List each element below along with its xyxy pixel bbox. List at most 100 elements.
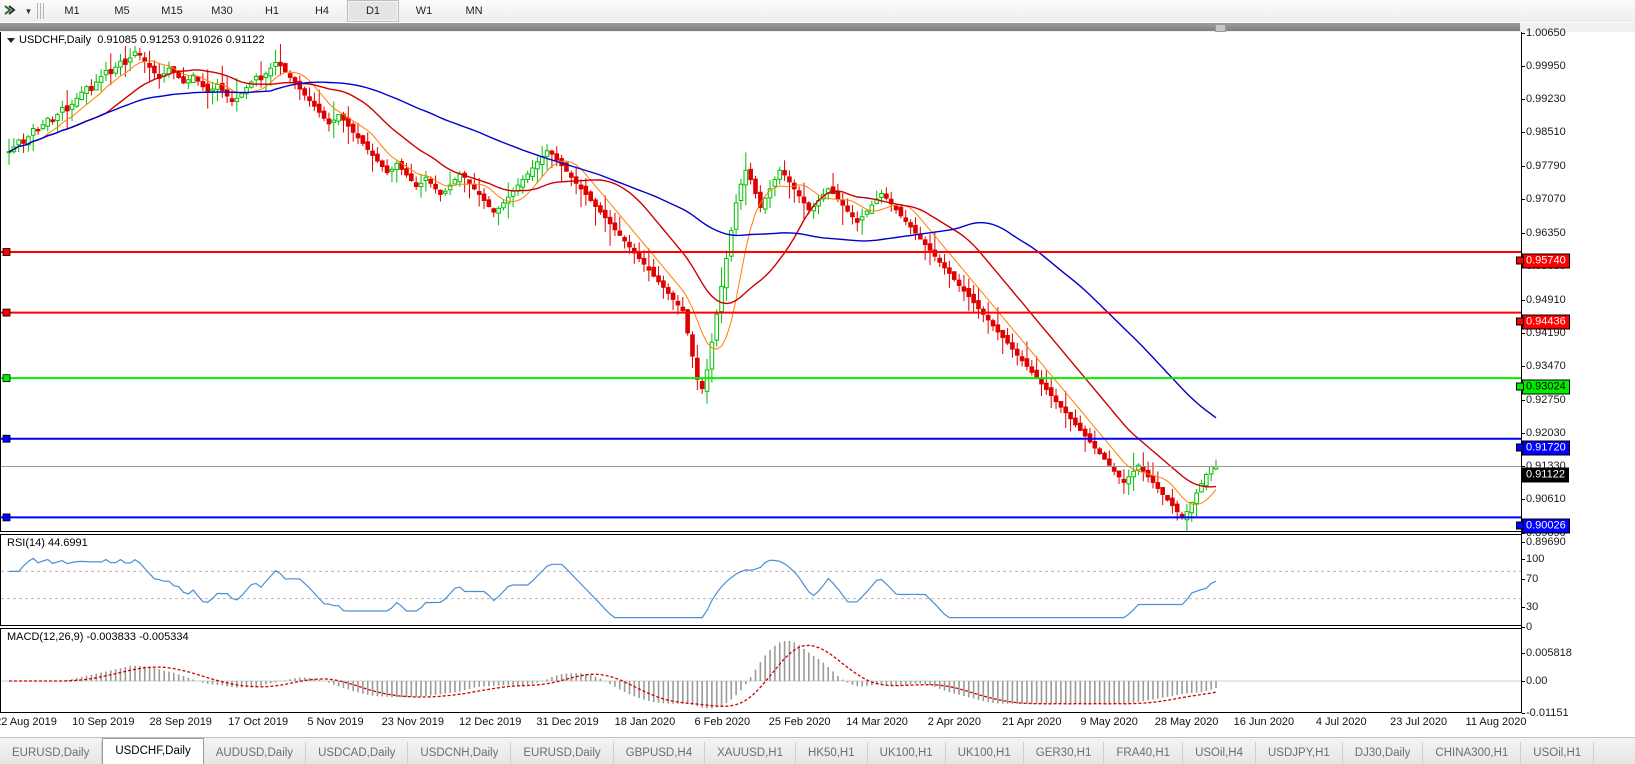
timeframe-button-m30[interactable]: M30 — [211, 5, 233, 17]
chart-tab-uk100-h1[interactable]: UK100,H1 — [868, 742, 946, 764]
price-pane[interactable]: USDCHF,Daily 0.91085 0.91253 0.91026 0.9… — [0, 32, 1522, 532]
level-anchor-resistance-1[interactable] — [2, 248, 11, 256]
macd-chart-svg — [1, 640, 1521, 709]
level-drag-handle[interactable] — [1516, 382, 1524, 391]
price-tick-0-89690: 0.89690 — [1521, 536, 1566, 548]
chart-tab-china300-h1[interactable]: CHINA300,H1 — [1423, 742, 1522, 764]
chart-symbol-header: USDCHF,Daily 0.91085 0.91253 0.91026 0.9… — [5, 34, 267, 46]
timeframe-button-d1[interactable]: D1 — [347, 0, 399, 22]
chart-tab-usdcad-daily[interactable]: USDCAD,Daily — [306, 742, 409, 764]
chart-area: USDCHF,Daily 0.91085 0.91253 0.91026 0.9… — [0, 22, 1635, 733]
price-level-label-support-green[interactable]: 0.93024 — [1516, 379, 1570, 395]
price-level-label-resistance-1[interactable]: 0.95740 — [1516, 253, 1570, 269]
candlestick-series — [6, 42, 1219, 531]
chart-tab-uk100-h1[interactable]: UK100,H1 — [946, 742, 1024, 764]
chart-tab-eurusd-daily[interactable]: EURUSD,Daily — [0, 742, 103, 764]
price-tick-0-99230: 0.99230 — [1521, 92, 1566, 105]
chart-tab-usoil-h4[interactable]: USOil,H4 — [1183, 742, 1256, 764]
date-tick-8: 18 Jan 2020 — [614, 716, 676, 728]
price-tick-0-93470: 0.93470 — [1521, 360, 1566, 373]
date-tick-3: 17 Oct 2019 — [228, 716, 289, 728]
scrollbar-thumb[interactable] — [0, 23, 1520, 31]
level-anchor-level-blue-1[interactable] — [2, 434, 11, 443]
price-level-label-level-blue-1[interactable]: 0.91720 — [1516, 440, 1570, 456]
price-tick-0-92750: 0.92750 — [1521, 393, 1566, 406]
chart-tab-usdchf-daily[interactable]: USDCHF,Daily — [102, 738, 204, 764]
chart-tab-audusd-daily[interactable]: AUDUSD,Daily — [204, 742, 307, 764]
date-tick-9: 6 Feb 2020 — [694, 716, 751, 728]
level-drag-handle[interactable] — [1516, 317, 1524, 326]
price-chart-svg — [1, 42, 1521, 531]
moving-average-fast — [8, 60, 1217, 506]
chart-symbol-label: USDCHF,Daily — [19, 34, 92, 46]
price-tick-0-92030: 0.92030 — [1521, 427, 1566, 440]
price-level-label-level-blue-2[interactable]: 0.90026 — [1516, 518, 1570, 534]
timeframe-toolbar: ▼ M1 M5 M15 M30 H1 H4 D1 W1 MN — [0, 0, 1635, 23]
price-tick-0-97790: 0.97790 — [1521, 159, 1566, 172]
price-level-value: 0.93024 — [1526, 380, 1566, 393]
price-tick-0-97070: 0.97070 — [1521, 193, 1566, 206]
price-tick-1-00650: 1.00650 — [1521, 27, 1566, 39]
chart-tab-usdcnh-daily[interactable]: USDCNH,Daily — [408, 742, 512, 764]
timeframe-button-w1[interactable]: W1 — [415, 5, 433, 17]
moving-average-mid — [8, 69, 1217, 488]
price-axis[interactable]: 1.00650 0.99950 0.99230 0.98510 0.97790 0.970… — [1516, 27, 1635, 719]
chart-tab-gbpusd-h4[interactable]: GBPUSD,H4 — [614, 742, 706, 764]
macd-histogram — [66, 640, 1217, 709]
rsi-pane[interactable]: RSI(14) 44.6991 — [0, 534, 1522, 626]
date-tick-17: 4 Jul 2020 — [1315, 716, 1367, 728]
date-tick-16: 16 Jun 2020 — [1233, 716, 1295, 728]
timeframe-button-m5[interactable]: M5 — [114, 5, 130, 17]
price-level-value: 0.91720 — [1526, 441, 1566, 454]
timeframe-button-m15[interactable]: M15 — [161, 5, 183, 17]
chart-tab-hk50-h1[interactable]: HK50,H1 — [796, 742, 868, 764]
chart-tab-xauusd-h1[interactable]: XAUUSD,H1 — [705, 742, 796, 764]
date-tick-1: 10 Sep 2019 — [72, 716, 135, 728]
chart-tab-dj30-daily[interactable]: DJ30,Daily — [1343, 742, 1424, 764]
level-drag-handle[interactable] — [1516, 443, 1524, 452]
rsi-tick-0: 0 — [1520, 621, 1533, 633]
date-tick-13: 21 Apr 2020 — [1002, 716, 1062, 728]
price-level-label-resistance-2[interactable]: 0.94436 — [1516, 314, 1570, 330]
chart-tab-usoil-h1[interactable]: USOil,H1 — [1521, 742, 1595, 764]
level-anchor-support-green[interactable] — [2, 374, 11, 383]
price-level-value: 0.94436 — [1526, 315, 1566, 328]
chart-tab-fra40-h1[interactable]: FRA40,H1 — [1104, 742, 1184, 764]
date-tick-7: 31 Dec 2019 — [536, 716, 599, 728]
level-drag-handle[interactable] — [1516, 521, 1524, 530]
price-level-label-current-price[interactable]: 0.91122 — [1522, 467, 1569, 483]
chart-collapse-icon[interactable] — [7, 37, 15, 43]
timeframe-button-h4[interactable]: H4 — [314, 5, 330, 17]
timeframe-button-m1[interactable]: M1 — [64, 5, 80, 17]
date-tick-12: 2 Apr 2020 — [927, 716, 982, 728]
level-anchor-resistance-2[interactable] — [2, 308, 11, 317]
toolbar-dropdown-icon[interactable]: ▼ — [24, 6, 33, 16]
date-tick-10: 25 Feb 2020 — [768, 716, 831, 728]
price-level-value: 0.91122 — [1526, 468, 1565, 481]
timeframe-button-mn[interactable]: MN — [465, 5, 483, 17]
date-tick-5: 23 Nov 2019 — [381, 716, 445, 728]
macd-signal-line — [9, 644, 1217, 707]
date-tick-2: 28 Sep 2019 — [149, 716, 212, 728]
chart-tab-ger30-h1[interactable]: GER30,H1 — [1024, 742, 1105, 764]
moving-average-slow — [8, 81, 1217, 419]
macd-label: MACD(12,26,9) -0.003833 -0.005334 — [5, 631, 191, 643]
macd-tick-1: 0.00 — [1520, 675, 1548, 687]
level-drag-handle[interactable] — [1516, 256, 1524, 265]
timeframe-button-h1[interactable]: H1 — [264, 5, 280, 17]
new-order-icon[interactable] — [0, 1, 22, 21]
macd-pane[interactable]: MACD(12,26,9) -0.003833 -0.005334 — [0, 628, 1522, 713]
toolbar-grip-handle[interactable] — [37, 3, 44, 19]
scrollbar-nub[interactable] — [1215, 24, 1226, 32]
chart-tab-eurusd-daily[interactable]: EURUSD,Daily — [511, 742, 614, 764]
rsi-label: RSI(14) 44.6991 — [5, 537, 90, 549]
date-tick-15: 28 May 2020 — [1154, 716, 1219, 728]
rsi-tick-100: 100 — [1520, 553, 1545, 565]
level-anchor-level-blue-2[interactable] — [2, 513, 11, 522]
price-tick-0-94910: 0.94910 — [1521, 293, 1566, 306]
chart-window-tabs: EURUSD,Daily USDCHF,Daily AUDUSD,Daily USDC… — [0, 737, 1635, 764]
chart-tab-usdjpy-h1[interactable]: USDJPY,H1 — [1256, 742, 1343, 764]
price-tick-0-99950: 0.99950 — [1521, 59, 1566, 72]
date-axis[interactable]: 22 Aug 2019 10 Sep 2019 28 Sep 2019 17 Oct … — [0, 713, 1526, 733]
